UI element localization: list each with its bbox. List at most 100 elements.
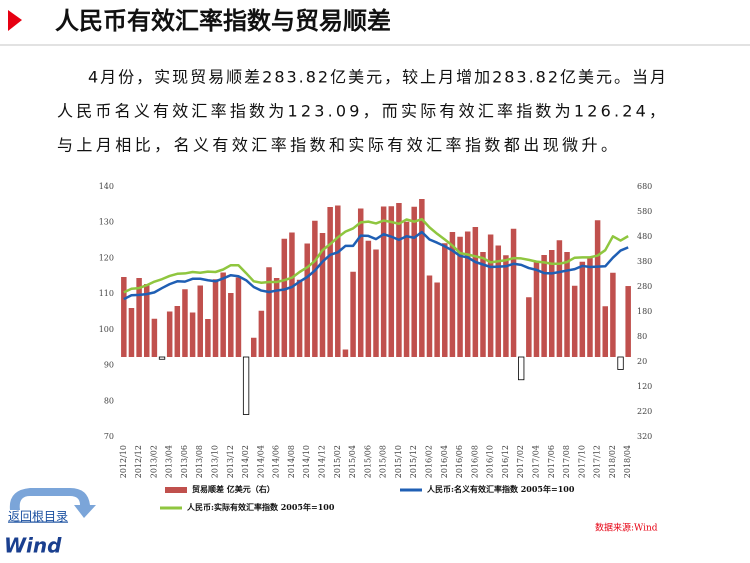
bar bbox=[571, 285, 578, 357]
line bbox=[123, 217, 629, 294]
x-tick-label: 2012/12 bbox=[134, 445, 143, 478]
bar bbox=[357, 208, 364, 357]
bar bbox=[587, 256, 593, 357]
x-tick-label: 2017/12 bbox=[593, 445, 602, 478]
chart: 70 80 90 100 110 120 130 140 320 220 120 20 80 180 280… bbox=[99, 182, 653, 512]
x-tick-label: 2014/02 bbox=[241, 445, 250, 478]
bar bbox=[250, 337, 257, 357]
bar bbox=[503, 255, 509, 357]
bar bbox=[495, 245, 502, 357]
bar bbox=[419, 199, 425, 357]
x-tick-label: 2014/12 bbox=[318, 445, 327, 478]
x-tick-label: 2016/10 bbox=[486, 445, 495, 478]
bar bbox=[158, 356, 166, 360]
bar bbox=[411, 206, 417, 357]
bar bbox=[617, 356, 624, 370]
logo: Wind bbox=[4, 534, 62, 558]
bar bbox=[442, 243, 448, 357]
x-tick-label: 2013/08 bbox=[195, 445, 204, 478]
bar bbox=[197, 285, 203, 357]
bar bbox=[518, 356, 525, 381]
y-tick-label: 90 bbox=[104, 361, 114, 370]
bar bbox=[182, 289, 188, 357]
bar bbox=[121, 277, 127, 357]
bar bbox=[212, 279, 219, 357]
y-tick-label: 120 bbox=[99, 253, 114, 262]
x-tick-label: 2013/12 bbox=[226, 445, 235, 478]
bar bbox=[166, 311, 173, 357]
legend-label: 人民币:实际有效汇率指数 2005年=100 bbox=[187, 502, 335, 512]
y-tick-label: 110 bbox=[99, 289, 114, 298]
bar bbox=[564, 252, 570, 357]
bar bbox=[335, 205, 341, 357]
x-tick-label: 2012/10 bbox=[119, 445, 128, 478]
bar bbox=[327, 207, 333, 357]
bar bbox=[273, 278, 280, 357]
x-tick-label: 2016/12 bbox=[501, 445, 510, 478]
nav-arrow bbox=[9, 488, 96, 518]
y-tick-label: 140 bbox=[99, 182, 114, 191]
x-tick-label: 2014/04 bbox=[256, 445, 265, 478]
y-tick-label: 130 bbox=[99, 218, 114, 227]
x-tick-label: 2015/08 bbox=[379, 445, 388, 478]
x-tick-label: 2017/04 bbox=[531, 445, 540, 478]
back-link[interactable]: 返回根目录 bbox=[8, 510, 68, 524]
bar bbox=[205, 319, 211, 357]
y2-tick-label: 480 bbox=[637, 232, 652, 241]
y2-tick-label: 220 bbox=[637, 407, 652, 416]
bar bbox=[242, 356, 250, 415]
x-tick-label: 2013/04 bbox=[165, 445, 174, 478]
bar bbox=[365, 240, 372, 357]
bar bbox=[579, 261, 586, 357]
x-tick-label: 2014/08 bbox=[287, 445, 296, 478]
bar bbox=[396, 203, 402, 357]
bar bbox=[319, 233, 326, 357]
y-tick-label: 80 bbox=[104, 396, 114, 405]
y2-tick-label: 380 bbox=[637, 257, 652, 266]
legend-label: 贸易顺差 亿美元（右） bbox=[192, 484, 275, 494]
x-tick-label: 2015/10 bbox=[394, 445, 403, 478]
x-tick-label: 2018/04 bbox=[623, 445, 632, 478]
bar bbox=[625, 286, 631, 357]
bar bbox=[533, 262, 540, 357]
bar bbox=[342, 349, 349, 357]
bar bbox=[602, 306, 609, 357]
bar bbox=[556, 240, 563, 357]
bar bbox=[434, 282, 440, 357]
bar bbox=[289, 232, 295, 357]
bar bbox=[228, 293, 234, 357]
bar bbox=[128, 308, 135, 357]
y2-tick-label: 80 bbox=[637, 332, 647, 341]
x-tick-label: 2016/02 bbox=[424, 445, 433, 478]
x-tick-label: 2017/06 bbox=[547, 445, 556, 478]
y2-tick-label: 320 bbox=[637, 432, 652, 441]
x-tick-label: 2015/12 bbox=[409, 445, 418, 478]
y2-tick-label: 280 bbox=[637, 282, 652, 291]
x-tick-label: 2013/02 bbox=[149, 445, 158, 478]
bar bbox=[549, 250, 555, 357]
x-tick-label: 2013/06 bbox=[180, 445, 189, 478]
x-tick-label: 2016/08 bbox=[470, 445, 479, 478]
bar bbox=[610, 272, 616, 357]
paragraph-line: 与上月相比，名义有效汇率指数和实际有效汇率指数都出现微升。 bbox=[57, 136, 617, 155]
bar bbox=[526, 297, 532, 357]
bar bbox=[510, 228, 517, 357]
bar bbox=[541, 255, 547, 357]
x-tick-label: 2015/04 bbox=[348, 445, 357, 478]
y2-tick-label: 580 bbox=[637, 207, 652, 216]
bar bbox=[136, 278, 142, 357]
x-tick-label: 2016/04 bbox=[440, 445, 449, 478]
legend-swatch bbox=[165, 487, 187, 493]
bar bbox=[457, 236, 463, 357]
y2-tick-label: 180 bbox=[637, 307, 652, 316]
header-marker bbox=[8, 10, 22, 31]
bar bbox=[472, 227, 479, 357]
bar bbox=[174, 306, 181, 357]
bar bbox=[151, 318, 158, 357]
bar bbox=[220, 272, 226, 357]
line bbox=[123, 230, 629, 301]
x-tick-label: 2014/06 bbox=[272, 445, 281, 478]
bar bbox=[464, 231, 471, 357]
bar bbox=[235, 277, 242, 357]
bar bbox=[296, 279, 303, 357]
